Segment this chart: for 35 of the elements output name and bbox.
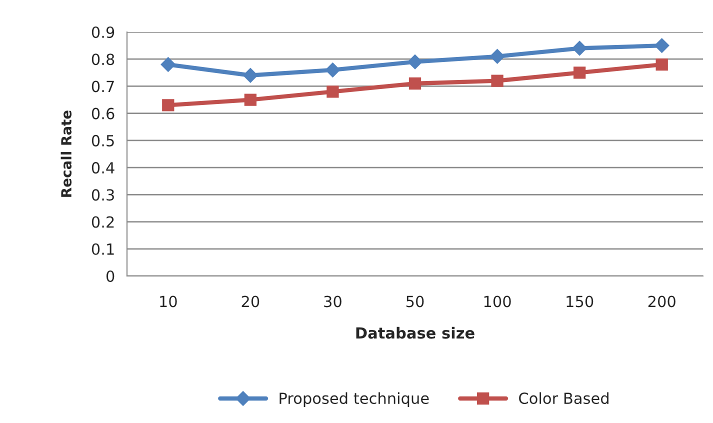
point xyxy=(490,49,505,64)
point xyxy=(160,57,176,72)
point xyxy=(573,66,586,79)
point xyxy=(656,58,668,71)
y-tick-label: 0.1 xyxy=(92,243,114,255)
x-tick-label: 150 xyxy=(566,296,594,308)
point xyxy=(654,38,670,53)
y-tick-label: 0.5 xyxy=(92,134,114,146)
point xyxy=(244,94,257,106)
y-tick-label: 0.4 xyxy=(92,162,114,174)
point xyxy=(572,40,587,56)
x-tick-label: 200 xyxy=(648,296,676,308)
point xyxy=(162,99,174,112)
x-tick-label: 50 xyxy=(406,296,424,308)
y-tick-label: 0.8 xyxy=(92,54,114,66)
y-tick-label: 0.2 xyxy=(92,216,114,228)
point xyxy=(491,74,504,87)
x-tick-label: 20 xyxy=(242,296,260,308)
legend-label: Proposed technique xyxy=(280,392,429,408)
y-tick-label: 0 xyxy=(106,270,114,282)
x-axis-title: Database size xyxy=(356,326,474,339)
point xyxy=(243,68,258,83)
point xyxy=(325,62,340,78)
point xyxy=(326,86,339,98)
y-tick-label: 0.9 xyxy=(92,26,114,38)
x-tick-label: 30 xyxy=(324,296,342,308)
point xyxy=(408,77,422,90)
y-tick-label: 0.7 xyxy=(92,80,114,92)
point xyxy=(408,54,422,70)
y-tick-label: 0.6 xyxy=(92,108,114,120)
x-tick-label: 100 xyxy=(484,296,511,308)
x-tick-label: 10 xyxy=(160,296,177,308)
legend-label: Color Based xyxy=(519,392,608,404)
y-tick-label: 0.3 xyxy=(92,189,114,201)
y-axis-title: Recall Rate xyxy=(60,110,72,197)
